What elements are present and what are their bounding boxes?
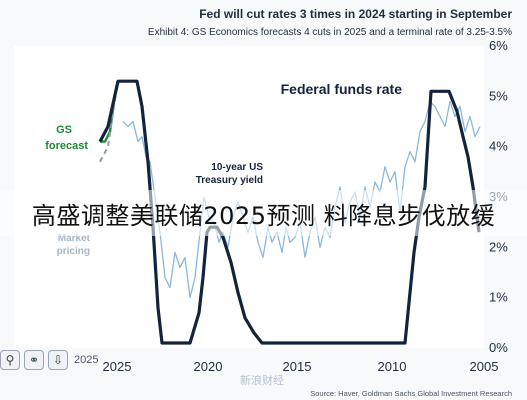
x-axis-ticks: 2025 2020 2015 2010 2005: [103, 359, 499, 374]
x-tick-label: 2015: [283, 359, 312, 374]
y-tick-label: 0%: [489, 340, 508, 355]
zoom-icon[interactable]: ⚲: [0, 350, 20, 370]
label-gs-forecast-line2: forecast: [45, 140, 88, 152]
label-market-pricing-line2: pricing: [57, 246, 90, 257]
plot-area: [14, 46, 484, 348]
download-icon[interactable]: ⇩: [48, 350, 68, 370]
label-10y-treasury-line2: Treasury yield: [196, 175, 263, 186]
y-tick-label: 2%: [489, 239, 508, 254]
y-tick-label: 6%: [489, 38, 508, 53]
share-icon[interactable]: ⚭: [24, 350, 44, 370]
y-tick-label: 3%: [489, 189, 508, 204]
toolbar-label: 2025: [74, 354, 99, 366]
label-gs-forecast-line1: GS: [56, 124, 72, 136]
y-tick-label: 1%: [489, 290, 508, 305]
label-10y-treasury-line1: 10-year US: [211, 162, 263, 173]
x-tick-label: 2020: [194, 359, 223, 374]
chart-title: Fed will cut rates 3 times in 2024 start…: [199, 7, 512, 21]
source-note: Source: Haver, Goldman Sachs Global Inve…: [310, 389, 512, 398]
x-tick-label: 2010: [378, 359, 407, 374]
x-tick-label: 2025: [103, 359, 132, 374]
label-fed-funds-rate: Federal funds rate: [281, 81, 403, 97]
label-market-pricing-line1: Market: [58, 233, 91, 244]
y-tick-label: 4%: [489, 139, 508, 154]
y-tick-label: 5%: [489, 88, 508, 103]
image-toolbar: ⚲ ⚭ ⇩ 2025: [0, 350, 98, 372]
x-tick-label: 2005: [470, 359, 499, 374]
series-market-pricing-line: [99, 81, 119, 163]
chart-subtitle: Exhibit 4: GS Economics forecasts 4 cuts…: [148, 27, 512, 38]
watermark: 新浪财经: [240, 373, 284, 387]
y-axis-ticks: 6% 5% 4% 3% 2% 1% 0%: [489, 38, 508, 355]
